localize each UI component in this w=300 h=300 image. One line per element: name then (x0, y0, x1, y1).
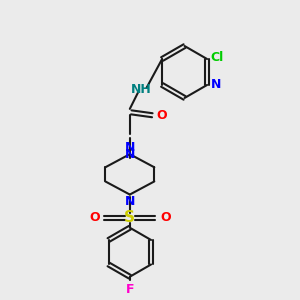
Text: N: N (124, 148, 135, 161)
Text: O: O (89, 211, 100, 224)
Text: O: O (160, 211, 171, 224)
Text: N: N (211, 79, 221, 92)
Text: N: N (124, 141, 135, 154)
Text: Cl: Cl (210, 51, 223, 64)
Text: S: S (124, 210, 135, 225)
Text: NH: NH (131, 83, 152, 96)
Text: N: N (124, 195, 135, 208)
Text: F: F (126, 283, 134, 296)
Text: O: O (156, 109, 167, 122)
